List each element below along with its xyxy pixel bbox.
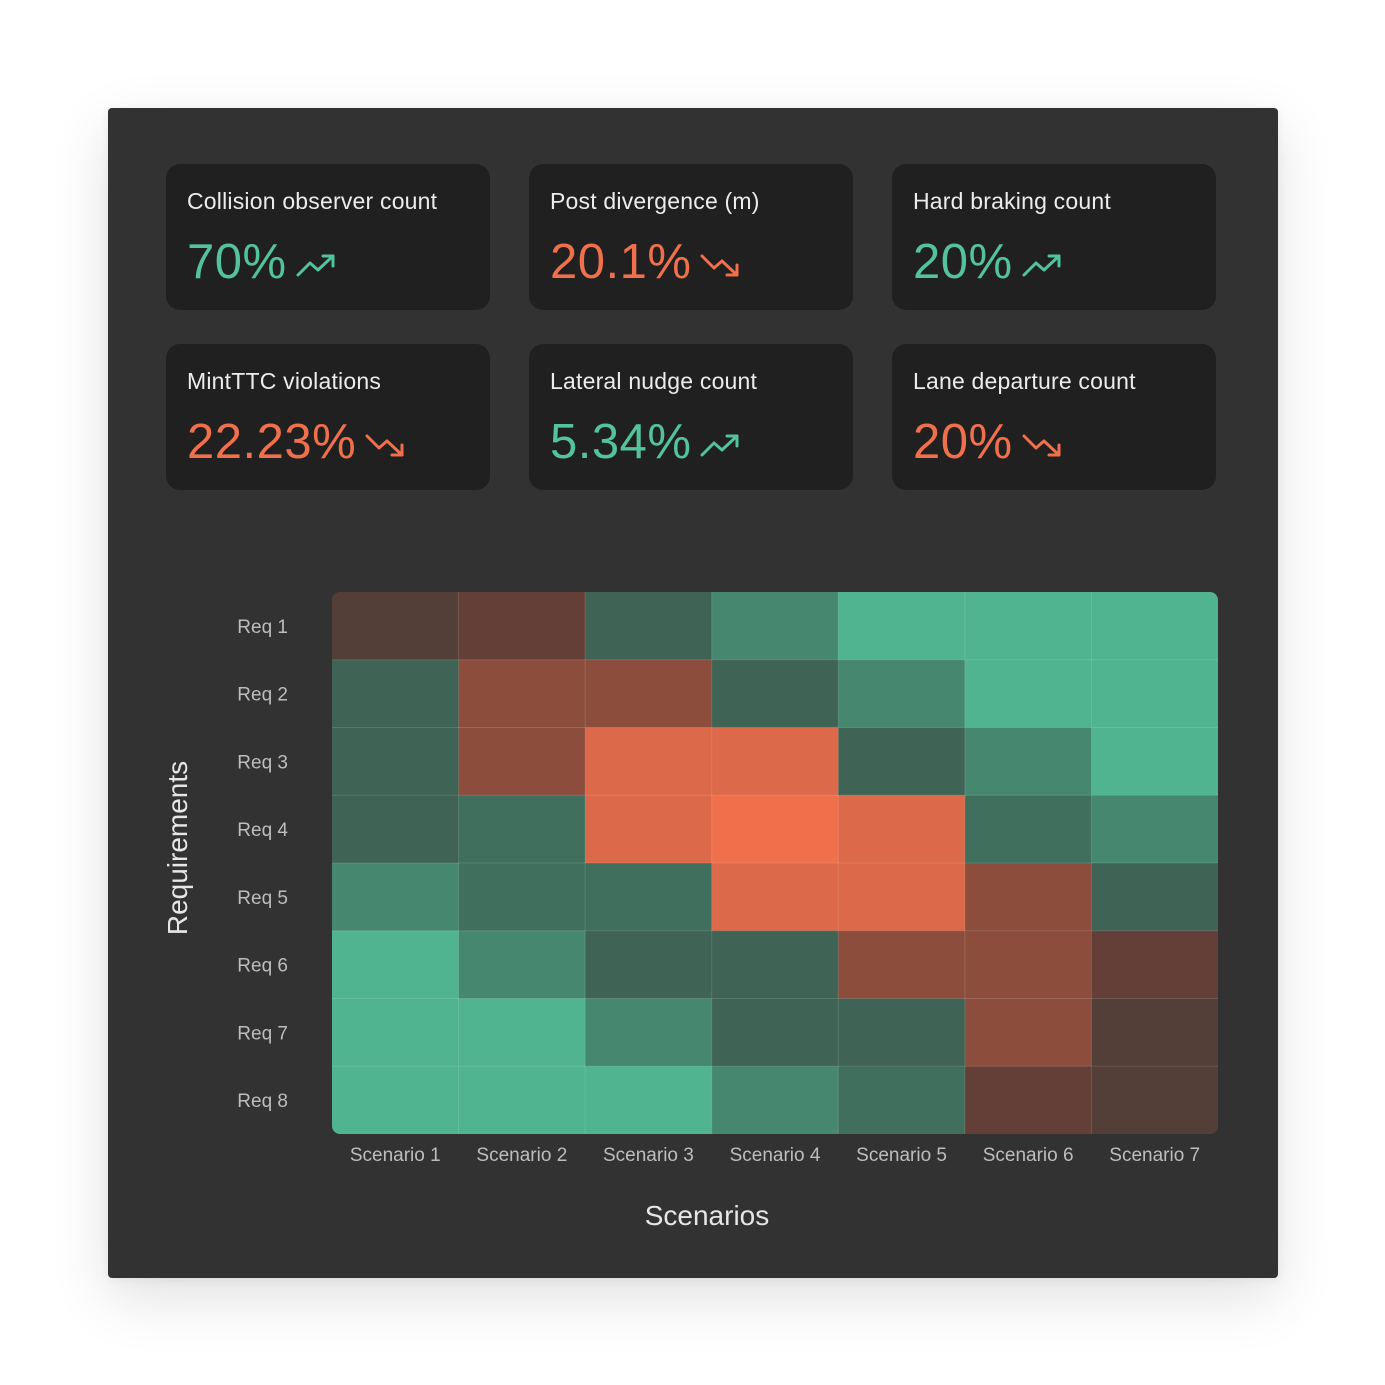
- heatmap-cell: [458, 795, 586, 864]
- heatmap-cell: [458, 930, 586, 999]
- heatmap-cell: [585, 1066, 713, 1134]
- heatmap-cell: [332, 930, 460, 999]
- heatmap-cell: [711, 592, 839, 661]
- heatmap-cell: [332, 592, 460, 661]
- metric-card-post-divergence[interactable]: Post divergence (m) 20.1%: [529, 164, 853, 310]
- y-axis-title: Requirements: [162, 761, 193, 935]
- heatmap-cell: [964, 930, 1092, 999]
- heatmap-cell: [711, 930, 839, 999]
- x-tick-label: Scenario 2: [476, 1145, 567, 1166]
- heatmap-cell: [964, 795, 1092, 864]
- heatmap-cell: [838, 930, 966, 999]
- heatmap-cell: [332, 1066, 460, 1134]
- x-tick-label: Scenario 1: [350, 1145, 441, 1166]
- heatmap-cell: [838, 659, 966, 728]
- trend-down-icon: [365, 434, 404, 457]
- x-tick-label: Scenario 6: [983, 1145, 1074, 1166]
- metric-title: Lane departure count: [913, 368, 1136, 394]
- y-tick-label: Req 8: [237, 1091, 288, 1112]
- heatmap-cell: [838, 592, 966, 661]
- y-tick-label: Req 1: [237, 617, 288, 638]
- heatmap-cell: [585, 863, 713, 932]
- heatmap-cell: [332, 727, 460, 796]
- heatmap-cell: [711, 727, 839, 796]
- heatmap-cell: [332, 795, 460, 864]
- heatmap-cell: [458, 863, 586, 932]
- heatmap-cell: [585, 795, 713, 864]
- heatmap-cell: [1091, 795, 1218, 864]
- heatmap-cell: [1091, 727, 1218, 796]
- heatmap-cell: [711, 659, 839, 728]
- x-axis-title: Scenarios: [645, 1200, 770, 1231]
- heatmap-cell: [838, 998, 966, 1067]
- heatmap-cell: [1091, 592, 1218, 661]
- heatmap-cell: [1091, 930, 1218, 999]
- heatmap-cell: [458, 1066, 586, 1134]
- heatmap-cell: [585, 930, 713, 999]
- heatmap-cell: [458, 592, 586, 661]
- heatmap-cell: [838, 1066, 966, 1134]
- heatmap-cell: [964, 727, 1092, 796]
- metric-card-collision-observer[interactable]: Collision observer count 70%: [166, 164, 490, 310]
- y-tick-label: Req 2: [237, 685, 288, 706]
- metric-title: Post divergence (m): [550, 188, 760, 214]
- heatmap-cell: [838, 863, 966, 932]
- y-tick-label: Req 5: [237, 888, 288, 909]
- metric-title: MintTTC violations: [187, 368, 382, 394]
- heatmap-cell: [964, 1066, 1092, 1134]
- x-tick-label: Scenario 3: [603, 1145, 694, 1166]
- metric-title: Hard braking count: [913, 188, 1111, 214]
- heatmap-cell: [711, 1066, 839, 1134]
- metric-value: 20%: [913, 415, 1013, 469]
- metric-title: Lateral nudge count: [550, 368, 758, 394]
- heatmap-cell: [332, 863, 460, 932]
- trend-up-icon: [700, 434, 739, 457]
- heatmap-cell: [964, 659, 1092, 728]
- x-tick-label: Scenario 5: [856, 1145, 947, 1166]
- heatmap-cell: [711, 998, 839, 1067]
- heatmap-cell: [332, 998, 460, 1067]
- metric-title: Collision observer count: [187, 188, 438, 214]
- heatmap-cell: [711, 863, 839, 932]
- heatmap-chart: Req 1 Req 2 Req 3 Req 4 Req 5 Req 6 Req 7 Req 8…: [162, 592, 1218, 1231]
- heatmap-cell: [964, 863, 1092, 932]
- heatmap-cell: [838, 795, 966, 864]
- metric-card-minttc-violations[interactable]: MintTTC violations 22.23%: [166, 344, 490, 490]
- heatmap-cell: [711, 795, 839, 864]
- trend-up-icon: [296, 254, 335, 277]
- heatmap-cell: [1091, 659, 1218, 728]
- heatmap-cell: [332, 659, 460, 728]
- metric-card-lane-departure[interactable]: Lane departure count 20%: [892, 344, 1216, 490]
- heatmap-cell: [585, 998, 713, 1067]
- y-tick-label: Req 7: [237, 1023, 288, 1044]
- heatmap-cell: [585, 592, 713, 661]
- dashboard-panel: Collision observer count 70% Post diverg…: [108, 108, 1278, 1278]
- heatmap-cell: [1091, 998, 1218, 1067]
- heatmap-cell: [458, 659, 586, 728]
- y-tick-label: Req 3: [237, 752, 288, 773]
- y-tick-label: Req 6: [237, 956, 288, 977]
- heatmap-cell: [964, 998, 1092, 1067]
- trend-down-icon: [1022, 434, 1061, 457]
- heatmap-cell: [1091, 863, 1218, 932]
- trend-up-icon: [1022, 254, 1061, 277]
- metric-value: 70%: [187, 235, 287, 289]
- x-tick-label: Scenario 4: [730, 1145, 821, 1166]
- metric-value: 20.1%: [550, 235, 692, 289]
- metric-value: 5.34%: [550, 415, 692, 469]
- trend-down-icon: [700, 254, 739, 277]
- y-tick-label: Req 4: [237, 820, 288, 841]
- metric-value: 20%: [913, 235, 1013, 289]
- metric-card-lateral-nudge[interactable]: Lateral nudge count 5.34%: [529, 344, 853, 490]
- heatmap-cell: [1091, 1066, 1218, 1134]
- heatmap-cell: [838, 727, 966, 796]
- heatmap-cell: [964, 592, 1092, 661]
- heatmap-cell: [585, 659, 713, 728]
- heatmap-cell: [458, 727, 586, 796]
- heatmap-cell: [585, 727, 713, 796]
- heatmap-cell: [458, 998, 586, 1067]
- metric-value: 22.23%: [187, 415, 357, 469]
- x-tick-label: Scenario 7: [1109, 1145, 1200, 1166]
- metric-card-hard-braking[interactable]: Hard braking count 20%: [892, 164, 1216, 310]
